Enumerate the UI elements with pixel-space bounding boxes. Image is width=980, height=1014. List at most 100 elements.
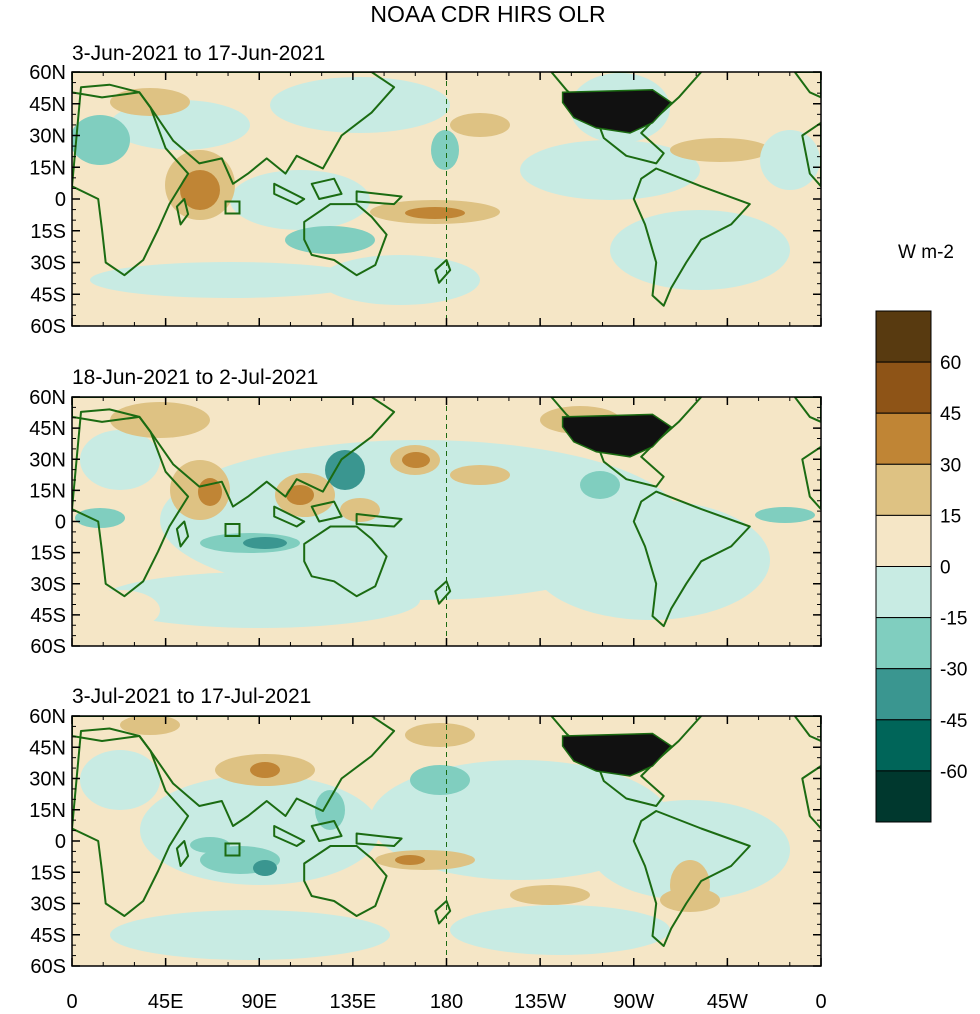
coastline-shape (632, 167, 751, 307)
lat-label: 15N (29, 480, 66, 502)
lon-label: 0 (66, 991, 77, 1013)
axes-layer: 60N 45N 30N 15N 0 15S 30S 45S 60S 60N 45N 30N 15N 0 15… (29, 62, 826, 1013)
lat-label: 45S (30, 284, 66, 306)
coastline-shape (801, 121, 821, 188)
coastline-shape (303, 525, 388, 598)
lat-label: 15N (29, 800, 66, 822)
colorbar-swatch (875, 514, 932, 568)
lat-label: 15S (30, 543, 66, 565)
coastline-shape (801, 445, 821, 511)
lat-label: 30S (30, 253, 66, 275)
lat-label: 30N (29, 769, 66, 791)
colorbar-swatch (875, 566, 932, 619)
lat-label: 45S (30, 605, 66, 627)
lat-label: 0 (55, 512, 66, 534)
box-region-outline (224, 523, 241, 537)
lat-label: 60N (29, 706, 66, 728)
colorbar-label: -15 (940, 609, 967, 630)
coastline-shape (801, 765, 821, 830)
box-region-outline (224, 842, 241, 857)
lon-label: 135W (514, 991, 566, 1013)
coastline-layer (72, 72, 821, 966)
coastline-shape (72, 397, 396, 508)
colorbar-swatch (875, 463, 932, 516)
coastline-shape (793, 72, 821, 99)
coastline-shape (355, 513, 403, 528)
lat-label: 30S (30, 574, 66, 596)
coastline-shape (793, 397, 821, 423)
lat-label: 60N (29, 387, 66, 409)
lat-label: 30N (29, 449, 66, 471)
usa-region (561, 89, 673, 134)
colorbar-swatch (875, 361, 932, 414)
figure-title: NOAA CDR HIRS OLR (370, 1, 605, 27)
panel-2-subtitle: 18-Jun-2021 to 2-Jul-2021 (72, 366, 318, 389)
coastline-shape (72, 72, 396, 185)
panel-1-coastlines (72, 72, 821, 326)
lat-label: 30S (30, 894, 66, 916)
lon-label: 180 (430, 991, 463, 1013)
coastline-shape (273, 825, 306, 847)
coastline-shape (175, 198, 190, 226)
colorbar-swatch (875, 617, 932, 670)
colorbar-swatch (875, 412, 932, 465)
colorbar-swatch (875, 719, 932, 772)
lat-label: 15S (30, 221, 66, 243)
coastline-shape (273, 182, 306, 206)
lon-label: 90E (241, 991, 277, 1013)
lat-label: 60S (30, 956, 66, 978)
panel-2-coastlines (72, 397, 821, 646)
lon-label: 45E (148, 991, 184, 1013)
coastline-shape (434, 900, 452, 925)
lat-label: 15N (29, 157, 66, 179)
colorbar-swatch (875, 668, 932, 721)
coastline-shape (310, 177, 343, 200)
colorbar-label: 45 (940, 404, 961, 425)
coastline-shape (434, 259, 452, 284)
coastline-shape (632, 810, 751, 947)
panel-3-coastlines (72, 716, 821, 966)
panel-1-subtitle: 3-Jun-2021 to 17-Jun-2021 (72, 42, 325, 65)
coastline-shape (434, 580, 452, 605)
coastline-shape (793, 716, 821, 742)
colorbar-label: -30 (940, 660, 967, 681)
lon-label: 90W (613, 991, 654, 1013)
lat-label: 0 (55, 831, 66, 853)
colorbar-label: 0 (940, 558, 951, 579)
lon-label: 135E (330, 991, 377, 1013)
coastline-shape (632, 490, 751, 628)
lat-label: 15S (30, 862, 66, 884)
coastline-shape (303, 203, 388, 277)
usa-region (561, 413, 673, 458)
colorbar-label: 30 (940, 455, 961, 476)
lat-label: 45N (29, 737, 66, 759)
colorbar-label: -45 (940, 711, 967, 732)
coastline-shape (310, 500, 343, 523)
colorbar-units: W m-2 (898, 242, 954, 263)
coastline-shape (175, 840, 190, 867)
lat-label: 60S (30, 636, 66, 658)
lat-label: 45S (30, 925, 66, 947)
colorbar-label: -60 (940, 762, 967, 783)
panel-3-subtitle: 3-Jul-2021 to 17-Jul-2021 (72, 685, 311, 708)
coastline-shape (273, 505, 306, 528)
lat-label: 60S (30, 316, 66, 338)
lat-label: 0 (55, 189, 66, 211)
lat-label: 45N (29, 94, 66, 116)
panel-3-anomaly-field (80, 716, 790, 960)
colorbar-swatch (875, 310, 932, 363)
coastline-shape (355, 190, 403, 206)
coastline-shape (72, 716, 396, 827)
colorbar: W m-2 60 45 30 15 0 -15 -30 -45 -60 (875, 242, 967, 823)
coastline-shape (310, 820, 343, 842)
colorbar-label: 15 (940, 506, 961, 527)
lat-label: 45N (29, 418, 66, 440)
colorbar-label: 60 (940, 353, 961, 374)
lat-label: 30N (29, 126, 66, 148)
coastline-shape (355, 832, 403, 847)
lat-label: 60N (29, 62, 66, 84)
usa-region (561, 732, 673, 777)
map-panel-1 (72, 72, 821, 326)
lon-label: 0 (815, 991, 826, 1013)
